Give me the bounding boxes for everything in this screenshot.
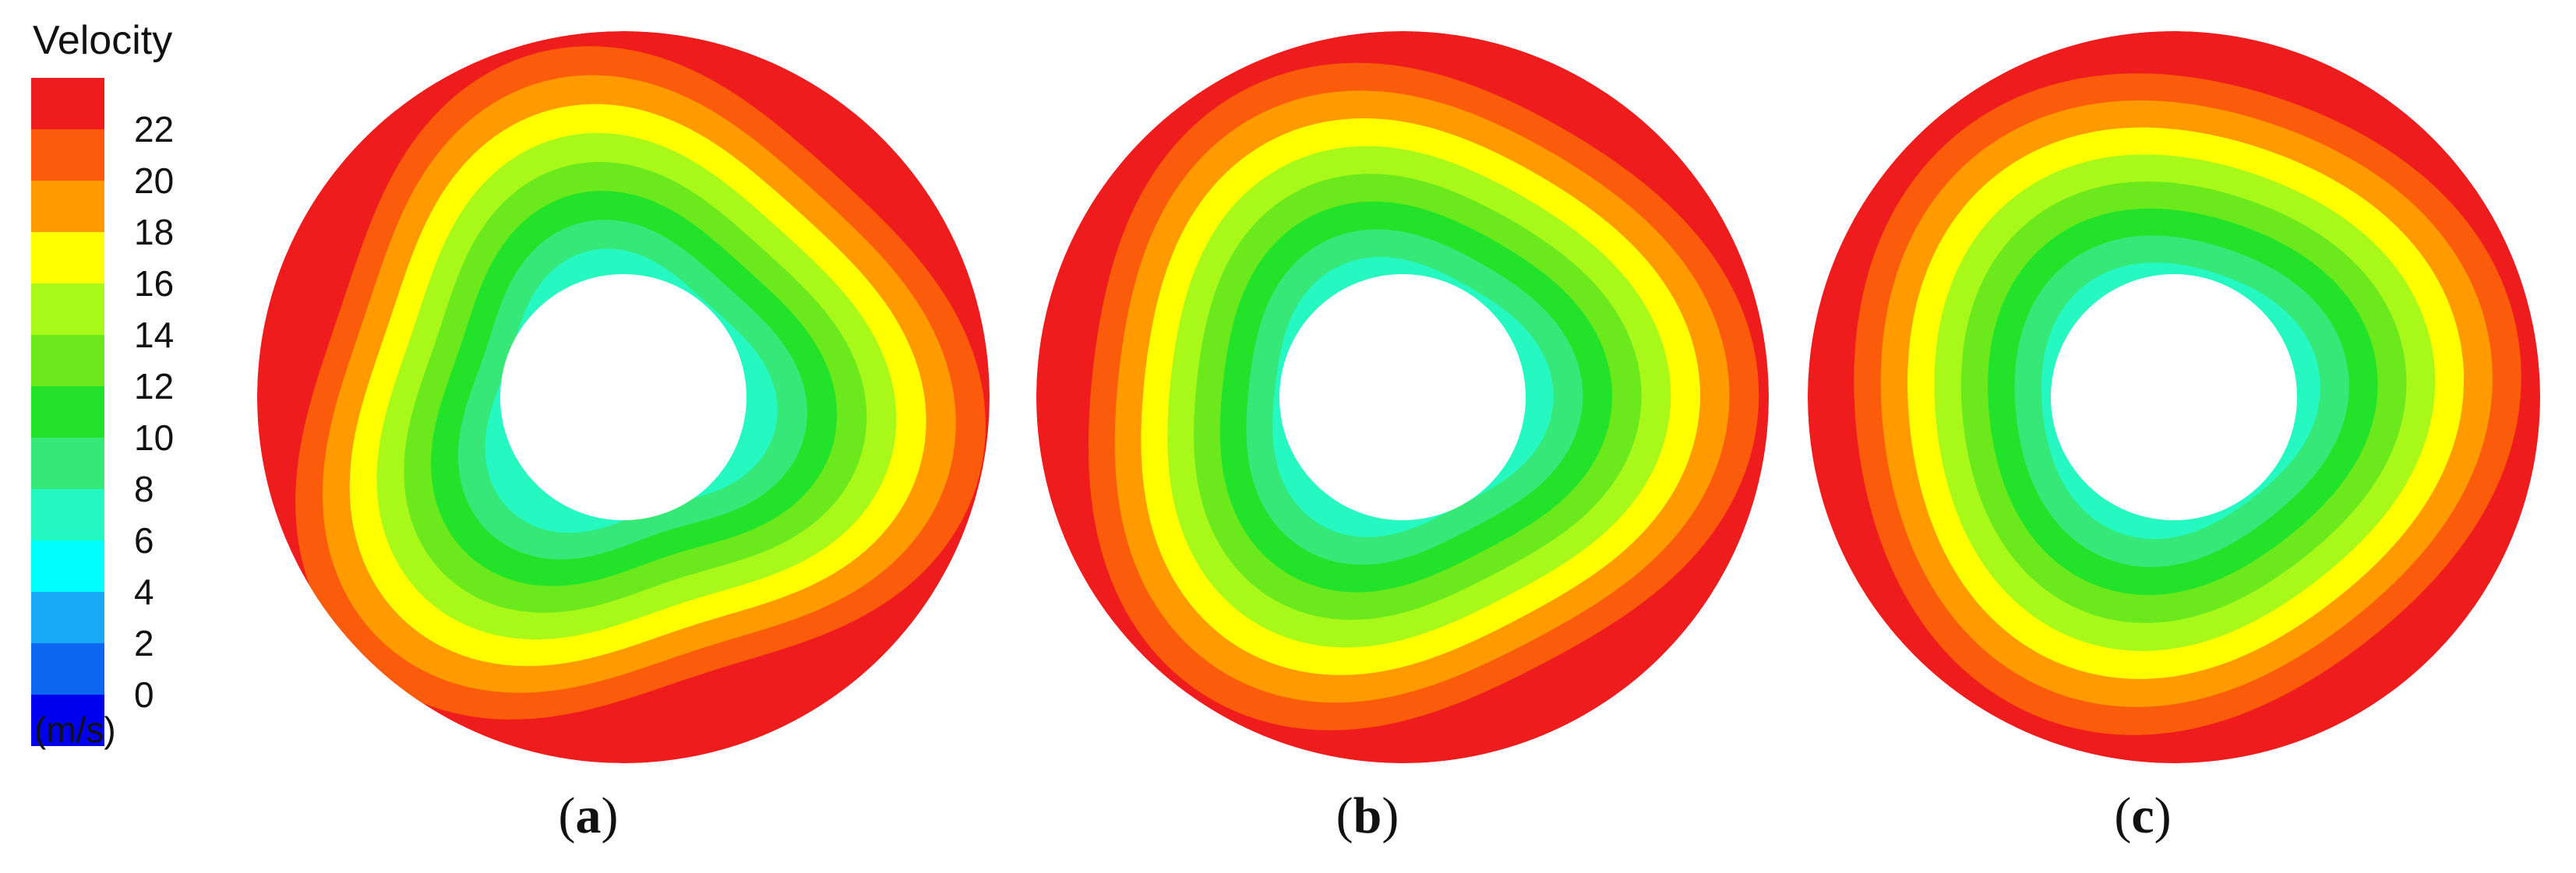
legend-tick-label: 0 <box>134 674 154 715</box>
legend-swatch <box>31 643 104 695</box>
legend-tick-label: 10 <box>134 417 175 458</box>
legend-swatch <box>31 386 104 438</box>
legend-swatch <box>31 78 104 129</box>
legend-tick-label: 18 <box>134 212 175 252</box>
legend-title: Velocity <box>33 18 173 63</box>
contour-panel <box>257 31 990 763</box>
legend-unit: (m/s) <box>34 709 116 750</box>
panel-label-b: (b) <box>1336 787 1399 844</box>
legend-swatch <box>31 283 104 335</box>
hub-hole <box>1279 274 1526 520</box>
legend-tick-label: 4 <box>134 572 154 612</box>
legend-swatch <box>31 695 104 746</box>
legend-swatch <box>31 489 104 540</box>
legend-tick-label: 8 <box>134 469 154 509</box>
panel-label-a: (a) <box>558 787 619 844</box>
velocity-legend: Velocity 22 20 18 16 14 12 10 8 6 4 2 0 (m/s) <box>0 0 234 779</box>
legend-swatch <box>31 540 104 592</box>
legend-swatch <box>31 335 104 386</box>
legend-tick-label: 16 <box>134 263 175 304</box>
legend-tick-label: 12 <box>134 366 175 407</box>
legend-tick-label: 14 <box>134 315 175 355</box>
legend-tick-label: 2 <box>134 623 154 664</box>
hub-hole <box>500 274 746 520</box>
legend-swatch <box>31 181 104 232</box>
legend-swatch <box>31 592 104 643</box>
legend-swatch <box>31 438 104 489</box>
legend-swatch <box>31 232 104 283</box>
contour-panel <box>1808 31 2540 763</box>
legend-tick-label: 6 <box>134 520 154 561</box>
legend-tick-label: 22 <box>134 109 175 150</box>
legend-tick-label: 20 <box>134 160 175 201</box>
legend-swatch <box>31 129 104 181</box>
hub-hole <box>2051 274 2297 520</box>
contour-panel <box>1036 31 1769 763</box>
panel-label-c: (c) <box>2114 787 2172 844</box>
